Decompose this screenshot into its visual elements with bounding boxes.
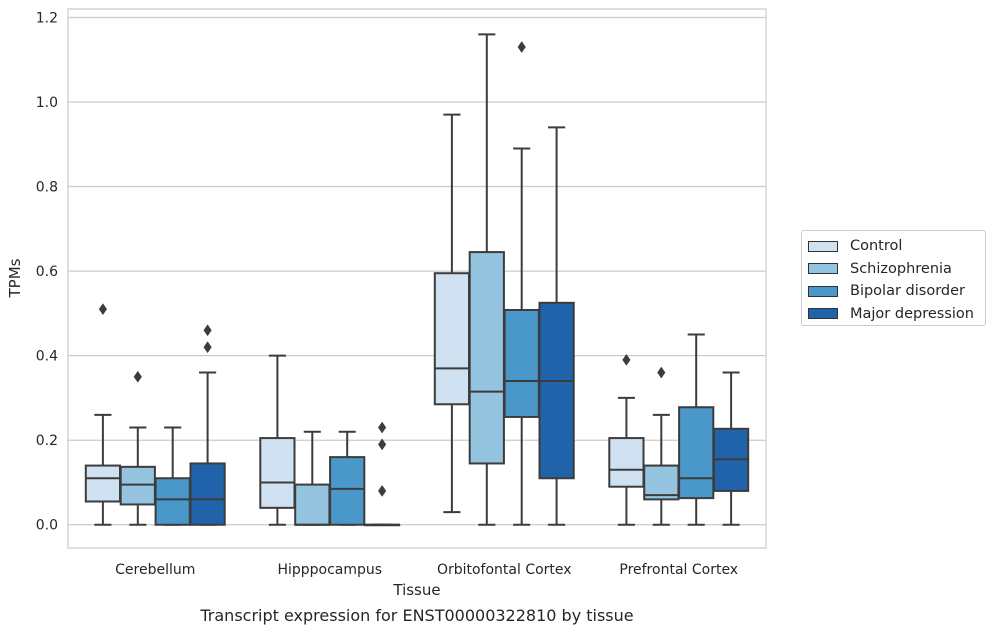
x-tick-label: Hipppocampus — [277, 562, 382, 578]
box-bipolar-disorder — [503, 41, 540, 526]
legend-item: Control — [808, 235, 979, 258]
y-tick-label: 0.0 — [36, 518, 58, 534]
legend-swatch — [808, 263, 838, 275]
chart-caption: Transcript expression for ENST0000032281… — [200, 606, 634, 625]
y-tick-labels: 0.0 0.2 0.4 0.6 0.8 1.0 1.2 — [36, 10, 58, 533]
y-tick-label: 1.0 — [36, 95, 58, 111]
box-schizophrenia — [119, 370, 156, 526]
x-axis-label: Tissue — [392, 581, 440, 599]
box-iqr — [538, 301, 575, 480]
box-schizophrenia — [643, 366, 680, 526]
outlier-point — [657, 366, 666, 379]
y-tick-label: 0.8 — [36, 180, 58, 196]
boxes — [84, 33, 750, 527]
legend-label: Schizophrenia — [850, 260, 952, 277]
box-bipolar-disorder — [154, 426, 191, 526]
legend-label: Major depression — [850, 305, 974, 322]
legend-item: Schizophrenia — [808, 258, 979, 281]
box-iqr — [329, 456, 366, 526]
box-iqr — [468, 251, 505, 465]
gridlines — [68, 16, 766, 526]
outlier-point — [203, 341, 212, 354]
y-tick-label: 0.2 — [36, 433, 58, 449]
box-iqr — [189, 462, 226, 526]
box-control — [259, 354, 296, 526]
outlier-point — [203, 324, 212, 337]
outlier-point — [517, 41, 526, 53]
x-tick-label: Prefrontal Cortex — [619, 562, 738, 578]
legend-item: Major depression — [808, 303, 979, 326]
box-major-depression — [363, 421, 401, 527]
box-bipolar-disorder — [678, 333, 715, 526]
box-iqr — [643, 464, 680, 501]
y-tick-label: 0.6 — [36, 264, 58, 280]
y-tick-label: 0.4 — [36, 349, 58, 365]
y-tick-label: 1.2 — [36, 10, 58, 26]
outlier-point — [377, 438, 387, 451]
legend-label: Bipolar disorder — [850, 283, 965, 300]
outlier-point — [98, 303, 108, 316]
box-bipolar-disorder — [329, 430, 366, 526]
box-iqr — [119, 465, 156, 506]
box-control — [433, 113, 471, 514]
box-iqr — [294, 483, 331, 526]
outlier-point — [133, 370, 142, 383]
box-iqr — [154, 477, 191, 526]
x-tick-label: Orbitofontal Cortex — [437, 562, 572, 578]
box-iqr — [259, 437, 296, 509]
box-control — [608, 353, 645, 526]
outlier-point — [377, 421, 387, 434]
legend-item: Bipolar disorder — [808, 280, 979, 303]
box-major-depression — [538, 126, 575, 526]
box-schizophrenia — [294, 430, 331, 526]
box-iqr — [84, 464, 122, 503]
plot-area-frame — [67, 8, 767, 549]
box-schizophrenia — [468, 33, 505, 526]
y-axis-label: TPMs — [6, 258, 24, 298]
box-control — [84, 303, 122, 526]
outlier-point — [377, 484, 387, 497]
box-iqr — [433, 272, 471, 406]
box-iqr — [678, 406, 715, 500]
legend-swatch — [808, 240, 838, 252]
legend-swatch — [808, 285, 838, 297]
outlier-point — [622, 353, 631, 366]
box-major-depression — [189, 324, 226, 526]
box-iqr — [608, 437, 645, 488]
x-tick-label: Cerebellum — [115, 562, 195, 578]
box-iqr — [503, 308, 540, 418]
box-major-depression — [712, 371, 750, 526]
x-tick-labels: Cerebellum Hipppocampus Orbitofontal Corte… — [115, 562, 738, 578]
legend: Control Schizophrenia Bipolar disorder Majo… — [801, 230, 986, 326]
legend-label: Control — [850, 238, 903, 255]
legend-swatch — [808, 308, 838, 320]
